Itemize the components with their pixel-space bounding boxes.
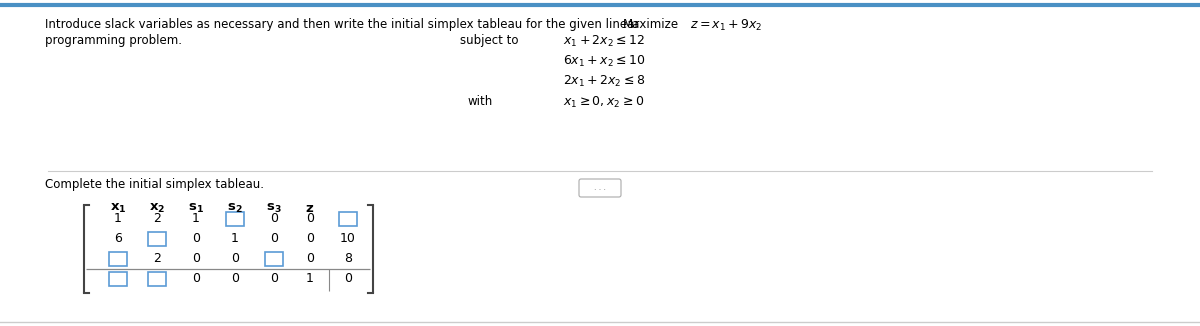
Text: 0: 0 [306,213,314,226]
Text: 0: 0 [230,253,239,265]
Text: 0: 0 [270,273,278,286]
Text: $x_1 \geq 0, x_2 \geq 0$: $x_1 \geq 0, x_2 \geq 0$ [563,95,644,110]
FancyBboxPatch shape [340,212,358,226]
Text: 0: 0 [230,273,239,286]
Text: 1: 1 [232,232,239,245]
Text: 0: 0 [344,273,352,286]
Text: $2x_1 + 2x_2 \leq 8$: $2x_1 + 2x_2 \leq 8$ [563,74,646,89]
FancyBboxPatch shape [148,232,166,246]
Text: $\mathbf{s_1}$: $\mathbf{s_1}$ [188,202,204,215]
Text: 0: 0 [192,232,200,245]
Text: Maximize: Maximize [623,18,679,31]
Text: 0: 0 [306,253,314,265]
FancyBboxPatch shape [580,179,622,197]
Text: 0: 0 [270,213,278,226]
Text: with: with [467,95,492,108]
Text: 1: 1 [114,213,122,226]
FancyBboxPatch shape [109,252,127,266]
Text: $\mathbf{s_3}$: $\mathbf{s_3}$ [266,202,282,215]
Text: $x_1 + 2x_2 \leq 12$: $x_1 + 2x_2 \leq 12$ [563,34,646,49]
Text: 8: 8 [344,253,352,265]
Text: . . .: . . . [594,184,606,192]
Text: 0: 0 [192,253,200,265]
Text: $z = x_1 + 9x_2$: $z = x_1 + 9x_2$ [690,18,762,33]
Text: programming problem.: programming problem. [46,34,182,47]
Text: $\mathbf{x_2}$: $\mathbf{x_2}$ [149,202,166,215]
Text: subject to: subject to [460,34,518,47]
FancyBboxPatch shape [148,272,166,286]
Text: Complete the initial simplex tableau.: Complete the initial simplex tableau. [46,178,264,191]
Text: 2: 2 [154,253,161,265]
Text: 0: 0 [306,232,314,245]
Text: 0: 0 [270,232,278,245]
FancyBboxPatch shape [226,212,244,226]
Text: $\mathbf{z}$: $\mathbf{z}$ [306,202,314,215]
Text: 1: 1 [192,213,200,226]
Text: 1: 1 [306,273,314,286]
Text: $\mathbf{x_1}$: $\mathbf{x_1}$ [109,202,126,215]
FancyBboxPatch shape [265,252,283,266]
Text: 2: 2 [154,213,161,226]
Text: $\mathbf{s_2}$: $\mathbf{s_2}$ [227,202,242,215]
Text: 6: 6 [114,232,122,245]
Text: 10: 10 [340,232,356,245]
Text: $6x_1 + x_2 \leq 10$: $6x_1 + x_2 \leq 10$ [563,54,646,69]
FancyBboxPatch shape [109,272,127,286]
Text: 0: 0 [192,273,200,286]
Text: Introduce slack variables as necessary and then write the initial simplex tablea: Introduce slack variables as necessary a… [46,18,640,31]
